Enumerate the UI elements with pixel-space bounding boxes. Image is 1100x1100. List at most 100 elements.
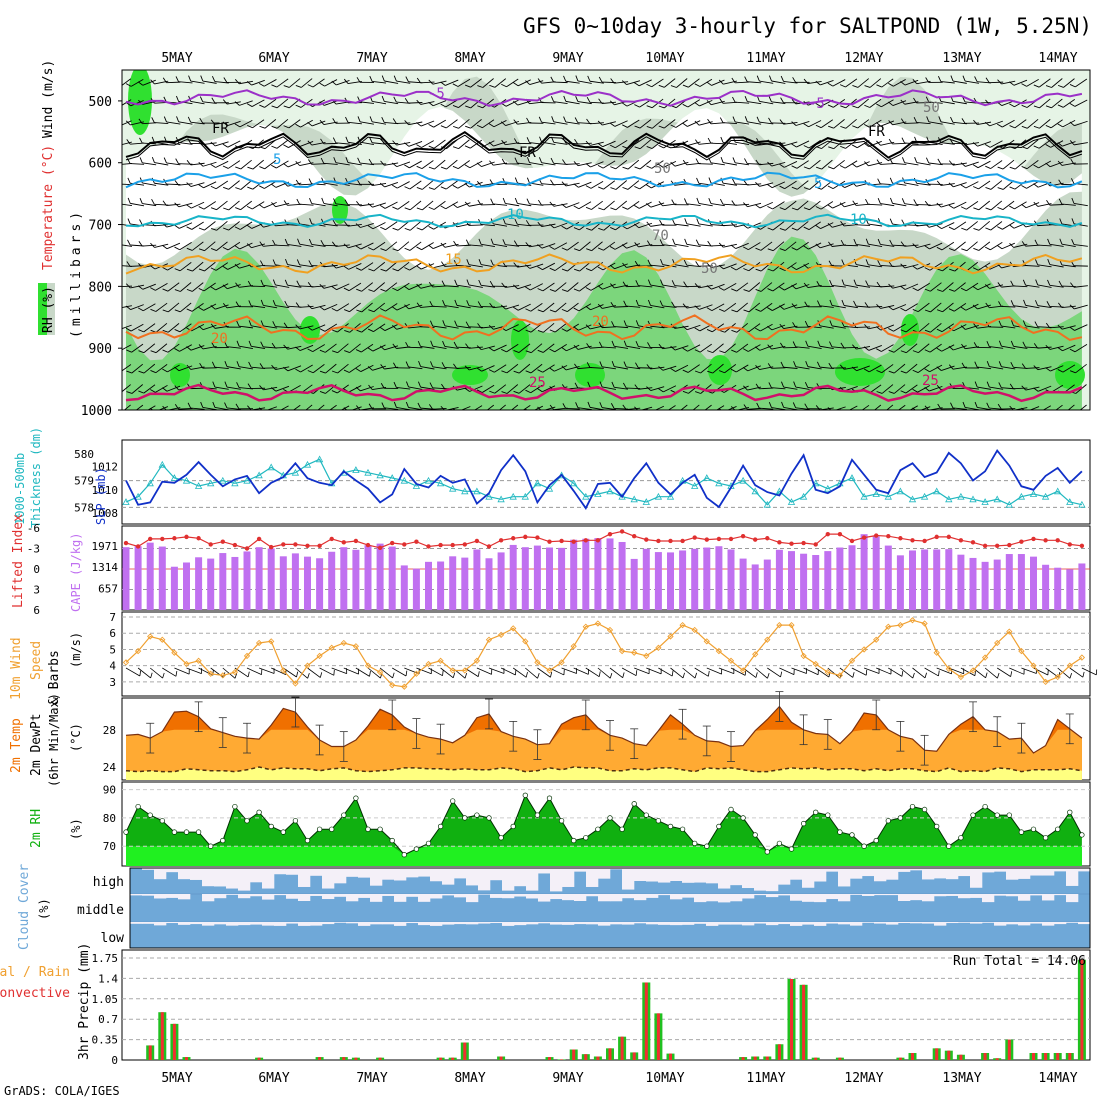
wind-barb xyxy=(393,75,411,84)
wind-barb xyxy=(985,200,1003,211)
wind-barb xyxy=(137,303,156,312)
wind-barb xyxy=(767,282,785,292)
wind-barb xyxy=(501,78,519,88)
lifted-index-point xyxy=(801,540,806,546)
wind-barb xyxy=(670,78,688,88)
cape-bar xyxy=(521,547,529,610)
rh2m-point xyxy=(728,806,734,813)
wind-speed-point xyxy=(340,639,347,647)
cloud-clear-bar xyxy=(646,868,659,882)
wind-barb xyxy=(852,119,870,129)
wind-speed-point xyxy=(243,652,251,660)
wind-barb xyxy=(853,279,871,288)
wind-barb xyxy=(901,157,919,166)
precip-convective-bar xyxy=(983,1053,987,1060)
surface-barb xyxy=(912,667,927,679)
wind-barb xyxy=(893,404,906,410)
wind-barb xyxy=(853,238,871,247)
precip-convective-bar xyxy=(765,1056,769,1060)
thickness-point xyxy=(146,479,154,487)
surface-barb xyxy=(767,667,783,678)
wind-barb xyxy=(960,161,979,167)
wind-barb xyxy=(198,324,217,331)
rh-axis-label: RH (%) xyxy=(41,286,56,333)
rh2m-tick: 80 xyxy=(103,812,116,825)
wind-barb xyxy=(476,365,495,372)
wind-barb xyxy=(122,404,131,410)
wind-barb xyxy=(827,201,846,209)
cloud-clear-bar xyxy=(1066,922,1079,923)
wind-barb xyxy=(430,361,447,370)
rh2m-point xyxy=(571,837,577,844)
thickness-point xyxy=(449,484,457,492)
precip-convective-bar xyxy=(1080,959,1084,1060)
wind-barb xyxy=(707,363,724,374)
wind-barb xyxy=(464,78,482,88)
wind-barb xyxy=(635,299,653,309)
cape-bar xyxy=(775,549,783,610)
wind-barb xyxy=(537,282,555,292)
cape-bar xyxy=(461,557,469,610)
wind-barb xyxy=(1057,119,1076,128)
lifted-index-point xyxy=(329,536,334,542)
wind-barb xyxy=(454,320,471,329)
wind-barb xyxy=(924,385,943,392)
surface-barb xyxy=(1081,667,1098,676)
precip-convective-bar xyxy=(814,1057,818,1060)
rh2m-point xyxy=(643,812,649,818)
wind-barb xyxy=(598,341,617,349)
cloud-clear-bar xyxy=(154,922,167,926)
lifted-index-point xyxy=(438,542,443,548)
wind-barb xyxy=(1045,344,1064,350)
wind-barb xyxy=(174,302,192,313)
wind-barb xyxy=(1057,364,1076,373)
cloud-clear-bar xyxy=(166,894,179,898)
contour-label: 20 xyxy=(592,314,609,330)
cloud-clear-bar xyxy=(250,894,263,897)
wind-barb xyxy=(646,78,664,88)
precip-convective-bar xyxy=(499,1056,503,1060)
wind-barb xyxy=(768,401,786,410)
wind-barb xyxy=(804,301,822,308)
wind-barb xyxy=(260,260,278,267)
wind-barb xyxy=(258,201,277,209)
cloud-clear-bar xyxy=(814,868,827,882)
precip-convective-bar xyxy=(318,1057,322,1060)
wind-barb xyxy=(718,242,737,248)
wind-barb xyxy=(247,159,264,170)
wind-barb xyxy=(597,241,616,251)
cape-bar xyxy=(158,546,166,610)
wind-barb xyxy=(695,158,713,165)
wind-speed-point xyxy=(546,667,553,674)
wind-barb xyxy=(597,283,616,290)
wind-barb xyxy=(1071,197,1088,207)
wind-barb xyxy=(609,140,628,149)
wind-barb xyxy=(259,159,277,170)
precip-convective-bar xyxy=(160,1012,164,1060)
cloud-clear-bar xyxy=(418,868,431,877)
wind-barb xyxy=(271,160,289,169)
temp-minmax-bar xyxy=(485,698,493,730)
li-tick: -3 xyxy=(27,543,40,556)
wind-barb xyxy=(852,200,871,206)
wind-barb xyxy=(174,344,192,352)
wind-barb xyxy=(428,139,446,149)
cloud-clear-bar xyxy=(454,922,467,925)
wind-barb xyxy=(344,221,362,227)
cape-bar xyxy=(1017,554,1025,610)
wind-barb xyxy=(742,344,761,352)
wind-barb xyxy=(948,303,967,312)
rh2m-point xyxy=(558,818,565,824)
cloud-clear-bar xyxy=(406,894,419,897)
wind-barb xyxy=(767,241,785,252)
thickness-tick: 580 xyxy=(74,448,94,461)
cape-bar xyxy=(630,558,638,610)
cloud-clear-bar xyxy=(718,894,731,903)
surface-barb xyxy=(984,667,1000,679)
wind-barb xyxy=(998,340,1016,350)
wind-barb xyxy=(476,119,495,129)
surface-barb xyxy=(706,667,723,675)
wind-barb xyxy=(367,222,386,230)
